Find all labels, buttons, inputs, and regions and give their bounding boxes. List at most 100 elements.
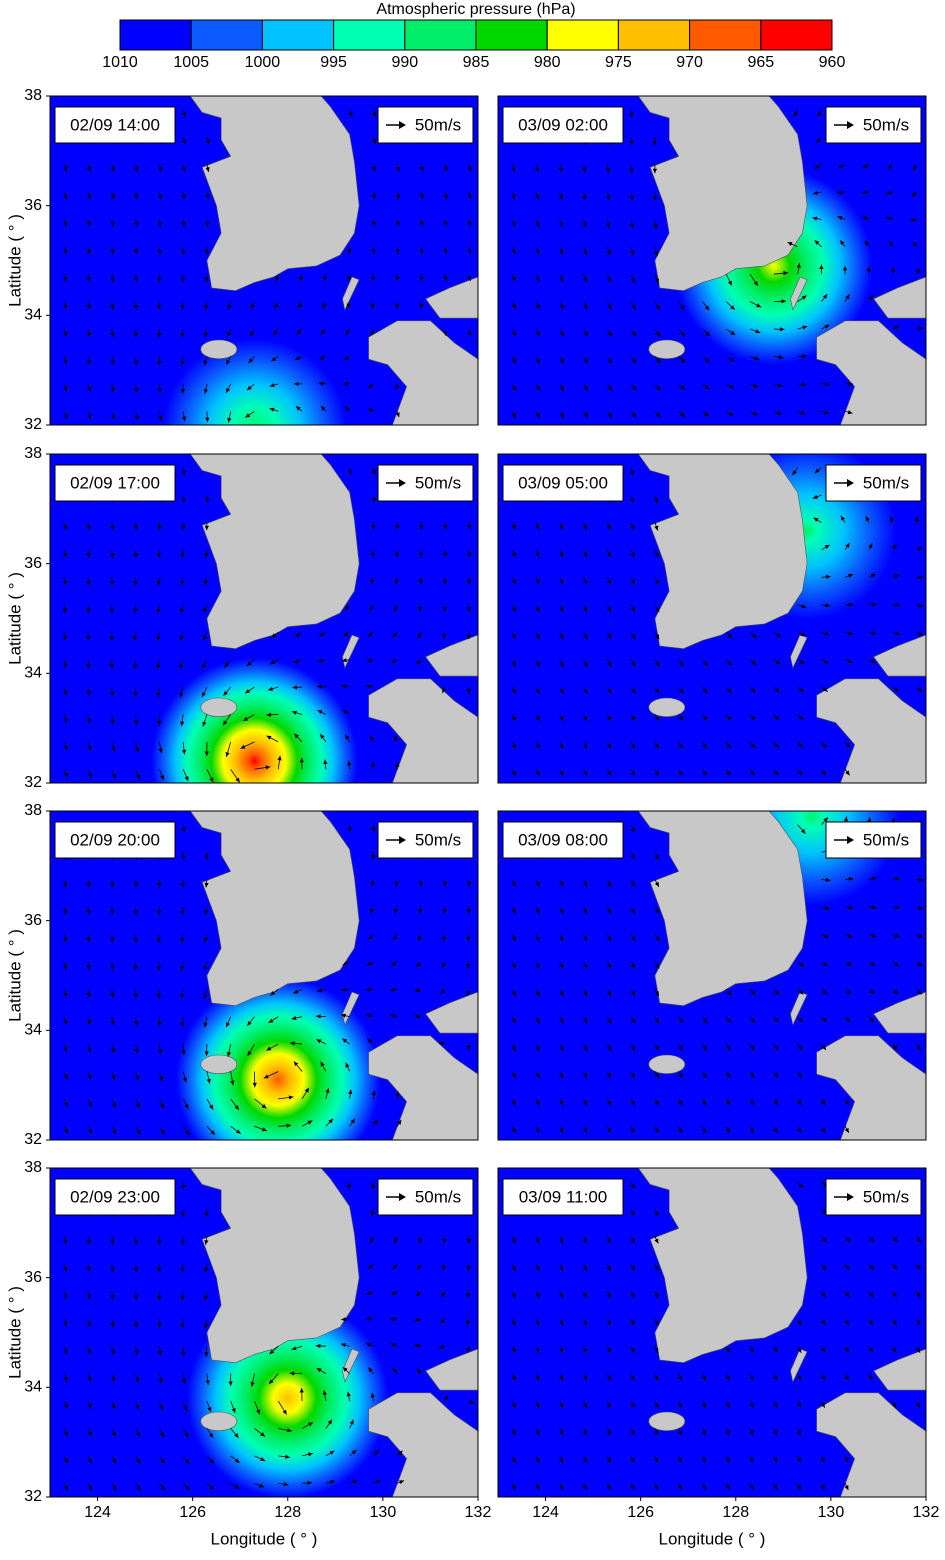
wind-arrow-head — [559, 1018, 564, 1024]
wind-arrow-head — [582, 222, 587, 228]
wind-arrow-head — [371, 497, 376, 503]
wind-arrow-head — [373, 1119, 378, 1125]
wind-arrow-head — [703, 661, 708, 667]
wind-arrow-head — [534, 167, 540, 173]
wind-arrow-head — [157, 1021, 162, 1027]
wind-arrow-head — [466, 607, 471, 612]
land — [648, 1054, 686, 1074]
wind-arrow-head — [583, 1018, 588, 1024]
wind-arrow-head — [678, 770, 683, 776]
land — [816, 1392, 926, 1497]
wind-arrow-head — [812, 494, 818, 499]
wind-arrow-head — [442, 1238, 447, 1244]
wind-arrow-head — [814, 164, 820, 169]
wind-arrow-head — [838, 164, 844, 169]
wind-arrow-head — [466, 1347, 471, 1353]
wind-arrow-head — [654, 278, 659, 284]
wind-arrow-head — [918, 631, 924, 636]
wind-arrow-head — [367, 632, 373, 637]
wind-arrow-head — [228, 1381, 233, 1386]
wind-arrow-head — [726, 1018, 731, 1023]
wind-arrow-head — [535, 908, 540, 914]
wind-arrow-head — [269, 660, 275, 665]
wind-arrow-head — [277, 755, 282, 761]
wind-arrow-head — [418, 909, 423, 914]
wind-arrow-head — [730, 330, 736, 335]
wind-arrow-head — [87, 1102, 92, 1108]
wind-arrow-head — [559, 358, 564, 364]
wind-arrow-head — [274, 303, 279, 309]
wind-arrow-head — [62, 552, 67, 558]
wind-arrow-head — [418, 882, 423, 887]
wind-arrow-head — [157, 305, 162, 310]
wind-arrow-head — [110, 359, 115, 365]
wind-arrow-head — [209, 777, 214, 783]
wind-arrow-head — [678, 716, 684, 721]
colorbar-tick-label: 970 — [676, 54, 703, 71]
wind-arrow-head — [726, 1045, 731, 1051]
wind-arrow-head — [181, 470, 186, 476]
wind-arrow-head — [158, 1378, 163, 1384]
wind-arrow-head — [654, 1073, 659, 1079]
wind-arrow-head — [86, 249, 91, 255]
land — [200, 339, 238, 359]
wind-arrow-head — [202, 663, 207, 669]
wind-arrow-head — [607, 991, 612, 997]
wind-arrow-head — [86, 525, 91, 531]
wind-arrow-head — [466, 1266, 471, 1271]
wind-arrow-head — [467, 524, 472, 530]
wind-arrow-head — [63, 1047, 68, 1053]
wind-arrow-head — [559, 413, 564, 419]
y-axis-label: Latitude ( ° ) — [5, 214, 24, 307]
wind-arrow-head — [203, 993, 208, 999]
wind-arrow-head — [535, 194, 540, 200]
wind-arrow-head — [366, 961, 372, 966]
wind-arrow-head — [702, 1128, 706, 1134]
wind-arrow-head — [134, 1048, 139, 1054]
wind-arrow-head — [812, 190, 818, 195]
wind-arrow-head — [110, 222, 115, 227]
wind-arrow-head — [365, 1013, 371, 1018]
wind-arrow-head — [871, 933, 877, 938]
wind-arrow-head — [535, 1128, 540, 1134]
wind-arrow-head — [814, 240, 820, 245]
wind-arrow-head — [702, 688, 708, 694]
wind-arrow-head — [701, 1402, 706, 1408]
y-tick-label: 34 — [24, 665, 42, 682]
wind-arrow-head — [112, 1485, 117, 1491]
wind-arrow-head — [135, 1404, 140, 1410]
wind-arrow-head — [86, 1239, 91, 1245]
wind-arrow-head — [869, 1264, 874, 1270]
wind-arrow-head — [323, 759, 328, 765]
land — [637, 454, 808, 649]
wind-arrow-head — [350, 1118, 355, 1124]
wind-arrow-head — [395, 525, 400, 530]
wind-arrow-head — [203, 1022, 208, 1028]
map-panel: 03/09 02:00 50m/s — [497, 95, 927, 426]
wind-arrow-head — [370, 908, 375, 914]
wind-arrow-head — [606, 1018, 611, 1024]
wind-arrow-head — [203, 965, 208, 971]
wind-arrow-head — [181, 167, 186, 172]
wind-arrow-head — [511, 331, 516, 337]
scale-arrow-head — [847, 1193, 854, 1201]
y-tick-label: 36 — [24, 1269, 42, 1286]
wind-arrow-head — [201, 692, 206, 698]
wind-arrow-head — [371, 194, 377, 200]
wind-arrow-head — [156, 692, 161, 698]
wind-arrow-head — [606, 1320, 611, 1326]
wind-arrow-head — [630, 1128, 635, 1134]
wind-arrow-head — [442, 882, 447, 887]
map-panel: 03/09 08:00 50m/s — [497, 810, 927, 1141]
wind-arrow-head — [821, 1292, 826, 1298]
wind-arrow-head — [204, 1051, 209, 1056]
wind-arrow-head — [391, 658, 397, 663]
wind-arrow-head — [347, 470, 353, 476]
wind-arrow-head — [180, 580, 185, 586]
wind-arrow-head — [86, 882, 91, 888]
wind-arrow-head — [157, 277, 162, 283]
wind-arrow-head — [110, 910, 115, 915]
wind-arrow-head — [583, 606, 588, 612]
wind-arrow-head — [180, 608, 185, 614]
wind-arrow-head — [275, 276, 280, 282]
